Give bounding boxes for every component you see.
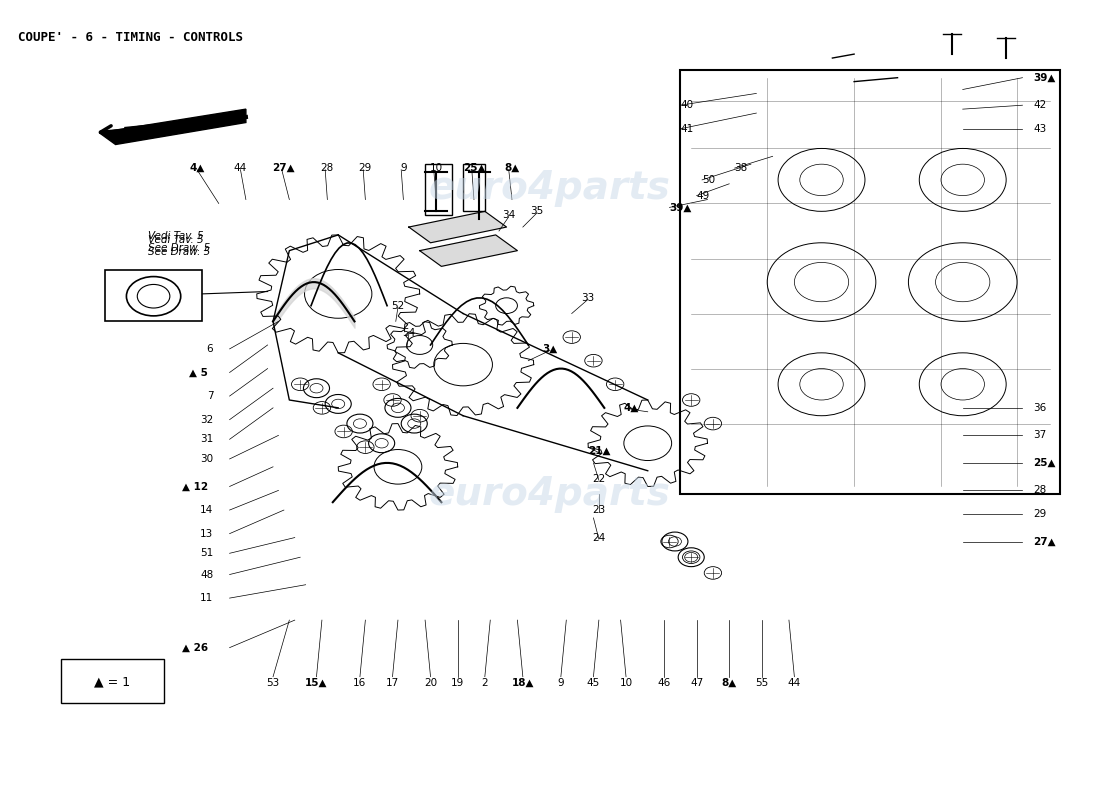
Text: 4▲: 4▲ xyxy=(624,403,639,413)
Text: euro4parts: euro4parts xyxy=(429,475,671,514)
Text: 27▲: 27▲ xyxy=(273,163,295,173)
Text: 50: 50 xyxy=(702,175,715,185)
Bar xyxy=(463,164,485,211)
Text: 24: 24 xyxy=(592,533,605,542)
Text: 52: 52 xyxy=(392,301,405,310)
Text: ▲ 26: ▲ 26 xyxy=(182,642,208,653)
Text: 25▲: 25▲ xyxy=(463,163,485,173)
Text: 36: 36 xyxy=(1033,403,1046,413)
Text: Vedi Tav. 5
See Draw. 5: Vedi Tav. 5 See Draw. 5 xyxy=(148,235,210,257)
Text: ▲ = 1: ▲ = 1 xyxy=(95,675,131,688)
Text: 17: 17 xyxy=(386,678,399,688)
Text: 23: 23 xyxy=(592,505,605,515)
Text: 7: 7 xyxy=(207,391,213,401)
Polygon shape xyxy=(409,211,507,242)
Text: 10: 10 xyxy=(429,163,442,173)
Text: 15▲: 15▲ xyxy=(305,678,328,688)
Text: 33: 33 xyxy=(582,293,595,303)
Text: 46: 46 xyxy=(658,678,671,688)
Text: 8▲: 8▲ xyxy=(505,163,519,173)
Text: 39▲: 39▲ xyxy=(1033,73,1056,82)
Text: 6: 6 xyxy=(207,344,213,354)
Text: 43: 43 xyxy=(1033,124,1046,134)
Text: 39▲: 39▲ xyxy=(670,202,692,213)
Text: ▲ 12: ▲ 12 xyxy=(182,482,208,491)
Text: 35: 35 xyxy=(530,206,543,216)
Text: 14: 14 xyxy=(200,505,213,515)
Text: 2: 2 xyxy=(482,678,488,688)
Text: 8▲: 8▲ xyxy=(722,678,737,688)
FancyBboxPatch shape xyxy=(62,659,164,702)
Text: 28: 28 xyxy=(321,163,334,173)
Polygon shape xyxy=(99,109,246,145)
Text: 20: 20 xyxy=(424,678,437,688)
Bar xyxy=(104,270,202,322)
Text: euro4parts: euro4parts xyxy=(429,169,671,206)
Text: 25▲: 25▲ xyxy=(1033,458,1056,468)
Text: 45: 45 xyxy=(586,678,601,688)
Text: ▲ 5: ▲ 5 xyxy=(189,367,208,378)
Polygon shape xyxy=(420,235,517,266)
Text: 3▲: 3▲ xyxy=(542,344,558,354)
Text: 55: 55 xyxy=(756,678,769,688)
Text: 4▲: 4▲ xyxy=(189,163,205,173)
Text: 19: 19 xyxy=(451,678,464,688)
Text: 16: 16 xyxy=(353,678,366,688)
Text: 29: 29 xyxy=(359,163,372,173)
Text: 9: 9 xyxy=(400,163,407,173)
Text: 30: 30 xyxy=(200,454,213,464)
Text: 37: 37 xyxy=(1033,430,1046,440)
Text: 41: 41 xyxy=(680,124,694,134)
Text: 47: 47 xyxy=(690,678,703,688)
Text: 9: 9 xyxy=(558,678,564,688)
Text: 29: 29 xyxy=(1033,509,1046,519)
Text: 27▲: 27▲ xyxy=(1033,537,1056,546)
Text: 49: 49 xyxy=(696,190,710,201)
Text: 22: 22 xyxy=(592,474,605,484)
Text: Vedi Tav. 5
See Draw. 5: Vedi Tav. 5 See Draw. 5 xyxy=(148,231,210,253)
Text: 11: 11 xyxy=(200,593,213,603)
Text: 28: 28 xyxy=(1033,486,1046,495)
Text: 48: 48 xyxy=(200,570,213,579)
Bar xyxy=(425,164,452,215)
Text: 18▲: 18▲ xyxy=(512,678,535,688)
Text: 32: 32 xyxy=(200,414,213,425)
Text: 31: 31 xyxy=(200,434,213,444)
Text: 44: 44 xyxy=(234,163,248,173)
Text: 40: 40 xyxy=(680,100,693,110)
Text: 21▲: 21▲ xyxy=(587,446,610,456)
Text: 38: 38 xyxy=(735,163,748,173)
Text: 34: 34 xyxy=(502,210,516,220)
Text: 44: 44 xyxy=(788,678,801,688)
Text: 53: 53 xyxy=(266,678,279,688)
Text: 13: 13 xyxy=(200,529,213,538)
Text: COUPE' - 6 - TIMING - CONTROLS: COUPE' - 6 - TIMING - CONTROLS xyxy=(18,30,243,43)
Text: 10: 10 xyxy=(619,678,632,688)
Text: 42: 42 xyxy=(1033,100,1046,110)
Text: 54: 54 xyxy=(403,328,416,338)
Text: 51: 51 xyxy=(200,548,213,558)
